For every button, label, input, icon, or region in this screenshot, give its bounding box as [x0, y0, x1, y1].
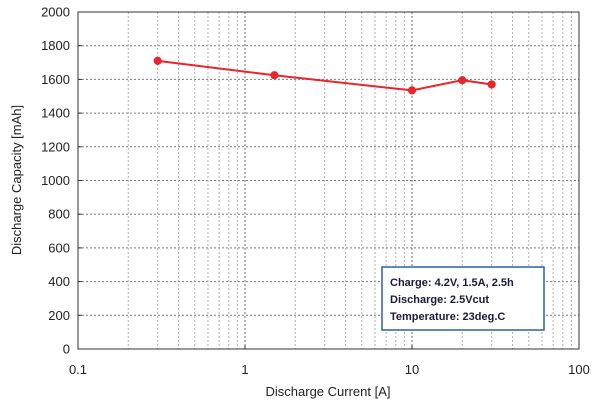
y-axis-title: Discharge Capacity [mAh] — [9, 105, 24, 255]
series-layer — [153, 56, 496, 95]
conditions-temperature-text: Temperature: 23deg.C — [390, 311, 505, 323]
y-tick-label: 1400 — [41, 106, 70, 121]
y-tick-label: 2000 — [41, 5, 70, 20]
x-axis-title: Discharge Current [A] — [266, 384, 391, 399]
data-point — [153, 56, 162, 65]
y-tick-label: 400 — [48, 274, 70, 289]
y-tick-label: 800 — [48, 207, 70, 222]
y-tick-label: 1200 — [41, 139, 70, 154]
y-tick-label: 1600 — [41, 72, 70, 87]
data-point — [407, 86, 417, 95]
x-tick-label: 1 — [241, 362, 248, 377]
y-tick-label: 0 — [63, 342, 70, 357]
y-tick-label: 600 — [48, 240, 70, 255]
tick-labels: 0 200 400 600 800 1000 1200 1400 1600 1800 2000 0.1… — [41, 5, 590, 378]
y-tick-label: 1000 — [41, 173, 70, 188]
conditions-legend-box: Charge: 4.2V, 1.5A, 2.5h Discharge: 2.5V… — [381, 266, 545, 331]
x-tick-label: 10 — [405, 362, 419, 377]
y-tick-label: 200 — [48, 308, 70, 323]
conditions-legend-frame — [381, 266, 545, 331]
data-point — [487, 80, 496, 89]
x-tick-label: 0.1 — [69, 362, 87, 377]
data-point — [458, 76, 467, 85]
conditions-charge-text: Charge: 4.2V, 1.5A, 2.5h — [390, 277, 514, 289]
y-tick-label: 1800 — [41, 38, 70, 53]
data-point — [270, 71, 279, 80]
conditions-discharge-text: Discharge: 2.5Vcut — [390, 294, 489, 306]
x-tick-label: 100 — [568, 362, 590, 377]
